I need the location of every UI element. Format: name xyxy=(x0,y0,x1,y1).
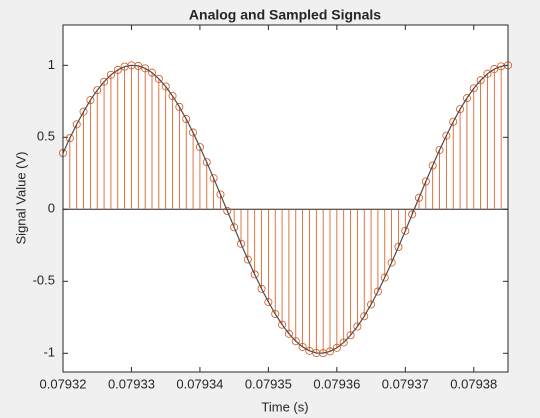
stem-marker xyxy=(360,312,369,321)
stem-marker xyxy=(469,84,478,93)
stem-marker xyxy=(93,86,102,95)
y-axis-label: Signal Value (V) xyxy=(13,152,28,245)
stem-marker xyxy=(209,174,218,183)
stem-marker xyxy=(175,102,184,111)
stem-marker xyxy=(332,343,341,352)
analog-line xyxy=(62,64,509,354)
y-tick-label: -0.5 xyxy=(33,273,55,288)
stem-marker xyxy=(223,207,232,216)
stem-marker xyxy=(298,342,307,351)
y-tick-label: -1 xyxy=(43,345,55,360)
stem-marker xyxy=(79,107,88,116)
stem-marker xyxy=(264,298,273,307)
stem-marker xyxy=(202,158,211,167)
stem-marker xyxy=(421,177,430,186)
x-tick-label: 0.07935 xyxy=(245,376,292,391)
stem-marker xyxy=(106,70,115,79)
stem-marker xyxy=(257,284,266,293)
stem-marker xyxy=(189,128,198,137)
stem-marker xyxy=(373,287,382,296)
stem-marker xyxy=(414,193,423,202)
y-tick-label: 0 xyxy=(48,201,55,216)
plot-area xyxy=(63,25,508,372)
stem-marker xyxy=(154,74,163,83)
stem-marker xyxy=(387,258,396,267)
stem-marker xyxy=(100,77,109,86)
stem-marker xyxy=(195,143,204,152)
stem-marker xyxy=(442,131,451,140)
stem-marker xyxy=(113,65,122,74)
stem-marker xyxy=(401,226,410,235)
axes-box xyxy=(62,24,509,373)
stem-marker xyxy=(141,64,150,73)
stem-marker xyxy=(216,190,225,199)
stem-marker xyxy=(284,329,293,338)
stem-marker xyxy=(380,273,389,282)
stem-marker xyxy=(408,210,417,219)
stem-marker xyxy=(483,69,492,78)
x-axis-label: Time (s) xyxy=(261,399,308,414)
stem-marker xyxy=(271,309,280,318)
stem-marker xyxy=(182,115,191,124)
stem-marker xyxy=(394,242,403,251)
x-tick-label: 0.07936 xyxy=(313,376,360,391)
stem-marker xyxy=(86,96,95,105)
y-tick-label: 1 xyxy=(48,57,55,72)
stem-marker xyxy=(346,331,355,340)
x-tick-label: 0.07933 xyxy=(108,376,155,391)
x-tick-label: 0.07937 xyxy=(382,376,429,391)
stem-marker xyxy=(353,322,362,331)
stem-marker xyxy=(490,65,499,74)
chart-title: Analog and Sampled Signals xyxy=(189,7,381,23)
stem-marker xyxy=(435,145,444,154)
x-tick-label: 0.07934 xyxy=(176,376,223,391)
stem-marker xyxy=(325,347,334,356)
stem-marker xyxy=(367,300,376,309)
stem-marker xyxy=(462,94,471,103)
stem-marker xyxy=(476,76,485,85)
stem-marker xyxy=(339,338,348,347)
stem-marker xyxy=(291,337,300,346)
stem-marker xyxy=(250,270,259,279)
stem-marker xyxy=(161,82,170,91)
stem-marker xyxy=(147,68,156,77)
stem-marker xyxy=(456,105,465,114)
stem-marker xyxy=(230,223,239,232)
stem-marker xyxy=(72,120,81,129)
x-tick-label: 0.07938 xyxy=(450,376,497,391)
stem-marker xyxy=(428,161,437,170)
stem-marker xyxy=(168,91,177,100)
y-tick-label: 0.5 xyxy=(37,129,55,144)
stem-marker xyxy=(65,134,74,143)
x-tick-label: 0.07932 xyxy=(40,376,87,391)
stem-marker xyxy=(243,255,252,264)
stem-marker xyxy=(278,320,287,329)
stem-marker xyxy=(449,117,458,126)
stem-marker xyxy=(236,239,245,248)
